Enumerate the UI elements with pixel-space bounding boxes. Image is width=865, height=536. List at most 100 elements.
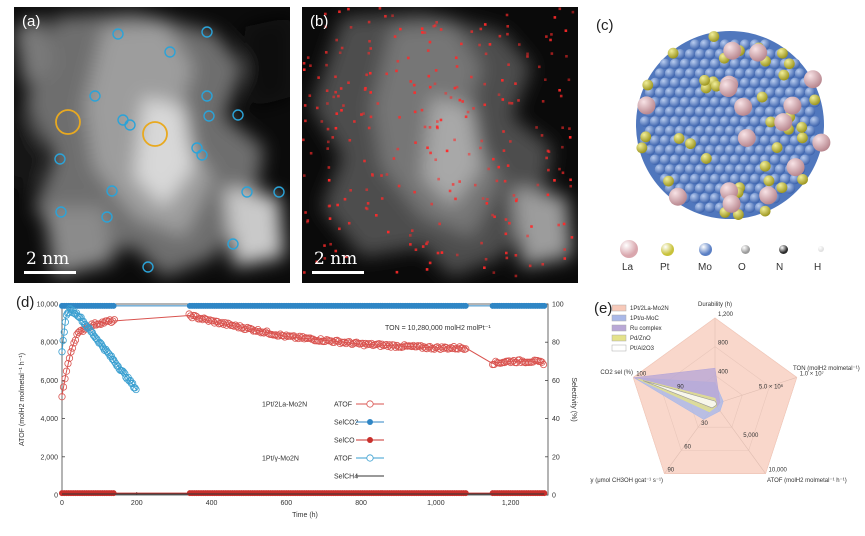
mo-atom (659, 58, 671, 69)
data-point (462, 345, 470, 353)
pt-signal-dot (505, 13, 509, 17)
pt-signal-dot (317, 76, 320, 79)
pt-atom (771, 142, 783, 153)
mo-atom (794, 87, 806, 98)
pt-signal-dot (327, 140, 330, 144)
mo-atom (714, 68, 726, 79)
la-atom (749, 43, 768, 62)
pt-signal-dot (484, 257, 488, 261)
data-point (336, 339, 344, 348)
pt-signal-dot (325, 89, 329, 93)
mo-atom (689, 97, 701, 108)
pt-signal-dot (430, 202, 434, 206)
radar-legend-label: 1Pt/2La-Mo2N (630, 306, 669, 312)
pt-signal-dot (324, 12, 327, 16)
mo-atom (664, 87, 676, 98)
legend-group-label: 1Pt/2La-Mo2N (262, 402, 307, 409)
legend-marker (366, 454, 374, 462)
data-point (429, 344, 437, 352)
pt-signal-dot (455, 253, 459, 257)
eds-map-b: (b) 2 nm (302, 7, 578, 283)
mo-atom (794, 68, 806, 79)
pt-signal-dot (480, 139, 484, 143)
data-point (64, 359, 72, 368)
scale-bar-b (312, 271, 364, 274)
pt-signal-dot (426, 49, 430, 52)
legend-swatch-h (818, 246, 824, 252)
pt-signal-dot (306, 219, 310, 222)
pt-signal-dot (353, 120, 356, 123)
pt-atom (685, 138, 696, 150)
data-point (321, 337, 329, 345)
la-atom (734, 97, 753, 116)
pt-signal-dot (504, 251, 508, 255)
pt-signal-dot (434, 158, 438, 162)
mo-atom (744, 202, 756, 213)
pt-signal-dot (564, 29, 568, 32)
scale-bar-a (24, 271, 76, 274)
pt-signal-dot (367, 20, 371, 24)
mo-atom (709, 97, 721, 108)
radar-tick-label: 10,000 (769, 468, 788, 474)
pt-signal-dot (433, 24, 437, 27)
data-point (110, 316, 118, 324)
pt-signal-dot (541, 262, 545, 266)
pt-signal-dot (559, 94, 563, 98)
pt-signal-dot (498, 34, 502, 38)
mo-atom (794, 145, 806, 156)
pt-signal-dot (409, 80, 413, 83)
mo-atom (704, 106, 716, 118)
pt-signal-dot (367, 126, 371, 130)
pt-signal-dot (334, 126, 338, 130)
atof-chart-d: 0 200 400 600 800 1,000 1,200 0 2,000 4,000 6,000 8… (0, 292, 590, 531)
data-point (68, 344, 77, 352)
pt-atom (710, 80, 722, 92)
mo-atom (694, 145, 706, 156)
mo-atom (749, 154, 761, 165)
la-atom (774, 113, 793, 132)
data-point (243, 323, 252, 332)
pt-signal-dot (315, 260, 319, 264)
pt-signal-dot (365, 188, 369, 192)
mo-atom (724, 145, 736, 156)
y2-tick-label: 60 (552, 378, 560, 385)
pt-signal-dot (553, 179, 556, 182)
pt-signal-dot (395, 69, 398, 73)
pt-signal-dot (425, 242, 428, 246)
pt-signal-dot (420, 108, 424, 112)
data-point (294, 334, 302, 343)
radar-chart-e: Durability (h) 400 800 1,200 TON (molH2 molm… (537, 292, 865, 531)
single-atom-markers (54, 26, 285, 273)
pt-signal-dot (478, 43, 481, 47)
pt-signal-dot (365, 73, 368, 77)
pt-signal-dot (514, 82, 517, 85)
pt-signal-dot (514, 199, 518, 203)
pt-signal-dot (340, 109, 343, 112)
pt-signal-dot (557, 223, 561, 227)
pt-signal-dot (562, 222, 566, 226)
mo-atom (719, 116, 731, 127)
mo-atom (784, 87, 796, 98)
pt-signal-dot (331, 136, 335, 139)
pt-signal-dot (481, 197, 485, 200)
pt-signal-dot (328, 204, 332, 208)
pt-signal-dot (428, 40, 432, 44)
data-point (61, 318, 69, 326)
la-atom (812, 133, 831, 152)
pt-signal-dot (570, 236, 574, 239)
pt-signal-dot (479, 27, 483, 31)
pt-signal-dot (526, 55, 529, 58)
pt-signal-dot (501, 79, 504, 82)
pt-signal-dot (512, 194, 516, 197)
mo-atom (739, 173, 751, 185)
pt-signal-dot (428, 126, 432, 129)
pt-signal-dot (374, 213, 378, 217)
pt-signal-dot (569, 184, 573, 188)
pt-signal-dot (466, 110, 470, 114)
pt-signal-dot (303, 271, 306, 274)
pt-signal-dot (485, 202, 489, 205)
mo-atom (739, 116, 751, 127)
mo-atom (654, 106, 666, 118)
pt-signal-dot (428, 85, 432, 89)
legend-marker (367, 419, 373, 425)
